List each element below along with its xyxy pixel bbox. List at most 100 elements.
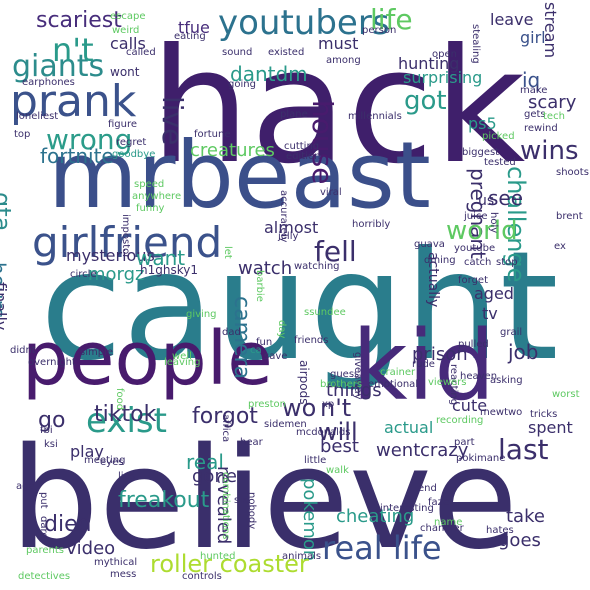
word-food-160: food	[114, 388, 125, 411]
word-faze-187: faze	[428, 497, 450, 508]
word-live-13: live	[156, 96, 189, 146]
word-see-35: see	[488, 186, 524, 210]
word-airpods-151: airpods	[297, 360, 311, 405]
word-preston-170: preston	[248, 399, 286, 410]
word-juice-118: juice	[464, 211, 488, 222]
word-simple-147: simple	[80, 347, 114, 358]
word-brothers-159: brothers	[320, 379, 363, 390]
word-mess-198: mess	[110, 569, 137, 580]
word-morgz-44: morgz	[88, 264, 145, 285]
word-tested-116: tested	[484, 157, 516, 168]
word-day-136: day	[276, 320, 287, 339]
word-edition-105: edition	[286, 151, 321, 162]
word-things-51: things	[326, 380, 382, 401]
word-anywhere-93: anywhere	[132, 191, 182, 202]
word-africa-161: africa	[220, 414, 231, 443]
word-dad-135: dad	[222, 327, 241, 338]
word-giants-9: giants	[12, 49, 105, 84]
word-millennials-101: millennials	[348, 111, 402, 122]
word-pokimane-175: pokimane	[456, 453, 506, 464]
word-leave-29: leave	[490, 10, 534, 29]
word-part-174: part	[454, 437, 475, 448]
word-goes-75: goes	[498, 530, 541, 551]
word-rude-143: rude	[412, 359, 435, 370]
word-dare-182: dare	[38, 516, 49, 539]
word-leaving-155: leaving	[164, 357, 201, 368]
word-wo-53: wo	[282, 394, 317, 422]
word-hack-0: hack	[150, 15, 526, 199]
word-crazy-63: crazy	[420, 440, 469, 461]
word-caught-1: caught	[40, 220, 559, 394]
word-asking-154: asking	[490, 375, 523, 386]
word-picked-114: picked	[482, 131, 515, 142]
word-world-36: world	[446, 216, 518, 246]
word-mrbeast-3: mrbeast	[48, 122, 431, 229]
word-make-110: make	[520, 85, 548, 96]
word-life-12: life	[370, 3, 413, 36]
word-stealing-109: stealing	[470, 24, 481, 64]
word-wins-27: wins	[520, 136, 579, 166]
word-n-t-10: n't	[52, 31, 94, 69]
word-calls-20: calls	[110, 34, 146, 53]
word-real-64: real	[186, 450, 224, 474]
word-detectives-197: detectives	[18, 571, 71, 582]
word-age-183: age	[16, 481, 35, 492]
word-friends-138: friends	[294, 335, 329, 346]
word-weird-82: weird	[112, 25, 140, 36]
word-save-150: save	[264, 351, 288, 362]
word-dming-127: dming	[424, 255, 456, 266]
word-pulled-140: pulled	[458, 339, 489, 350]
word-viewers-153: viewers	[428, 377, 467, 388]
word-girl-24: girl	[520, 28, 546, 47]
word-holy-119: holy	[488, 212, 499, 234]
word-go-57: go	[38, 408, 66, 433]
word-lips-178: lips	[118, 471, 136, 482]
word-prison-50: prison	[412, 344, 468, 365]
word-stop-129: stop	[496, 257, 518, 268]
word-people-4: people	[22, 316, 273, 402]
word-take-74: take	[506, 506, 545, 527]
word-scary-25: scary	[528, 92, 577, 113]
word-kid-5: kid	[352, 310, 496, 422]
word-impostor-122: impostor	[120, 214, 131, 259]
word-hunting-28: hunting	[398, 54, 460, 73]
word-tfue-19: tfue	[178, 18, 210, 37]
word-cutting-104: cutting	[284, 141, 320, 152]
word-pokemon-68: pokemon	[299, 478, 320, 562]
word-giving-134: giving	[186, 309, 217, 320]
word-will-55: will	[318, 418, 358, 446]
word-eating-83: eating	[174, 31, 206, 42]
word-existed-96: existed	[268, 47, 305, 58]
word-going-97: going	[228, 79, 256, 90]
word-put-181: put	[38, 492, 49, 509]
word-mythical-192: mythical	[94, 557, 138, 568]
word-didnt-145: didnt	[10, 345, 36, 356]
word-spent-77: spent	[528, 418, 573, 437]
word-guess-156: guess	[330, 369, 360, 380]
word-figure-89: figure	[108, 119, 138, 130]
word-dantdm-18: dantdm	[230, 62, 308, 86]
word-well-148: well	[172, 351, 192, 362]
word-stream-30: stream	[541, 2, 560, 59]
word-wrong-15: wrong	[46, 123, 133, 156]
word-guava-125: guava	[414, 239, 445, 250]
word-tech-113: tech	[543, 111, 565, 122]
word-loneliest-87: loneliest	[16, 111, 59, 122]
word-catch-128: catch	[464, 257, 492, 268]
word-interesting-188: interesting	[380, 503, 434, 514]
word-must-21: must	[318, 34, 359, 53]
word-chandler-190: chandler	[420, 523, 464, 534]
word-tv-48: tv	[482, 304, 498, 323]
word-fell-37: fell	[314, 235, 357, 268]
word-iq-23: iq	[522, 68, 541, 92]
word-creatures-31: creatures	[190, 140, 275, 161]
word-worst-163: worst	[552, 389, 580, 400]
word-video-71: video	[66, 538, 116, 559]
word-surprising-32: surprising	[403, 68, 483, 87]
word-tricks-164: tricks	[530, 409, 558, 420]
word-eyes-177: eyes	[100, 457, 124, 468]
word-earphones-86: earphones	[22, 77, 75, 88]
word-forget-130: forget	[458, 275, 488, 286]
word-fbi-168: fbi	[40, 425, 53, 436]
word-overnight-146: overnight	[28, 357, 76, 368]
